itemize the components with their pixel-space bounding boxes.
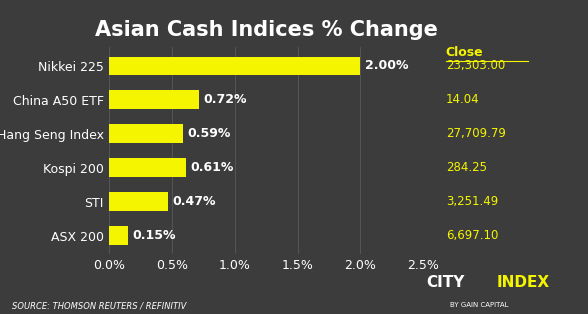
Text: 0.59%: 0.59% bbox=[188, 127, 231, 140]
Text: 2.00%: 2.00% bbox=[365, 59, 408, 72]
Text: SOURCE: THOMSON REUTERS / REFINITIV: SOURCE: THOMSON REUTERS / REFINITIV bbox=[12, 302, 186, 311]
Bar bbox=[109, 158, 186, 177]
Text: Close: Close bbox=[446, 46, 483, 58]
Bar bbox=[109, 57, 360, 75]
Text: BY GAIN CAPITAL: BY GAIN CAPITAL bbox=[450, 302, 508, 308]
Text: 27,709.79: 27,709.79 bbox=[446, 127, 506, 140]
Text: 0.72%: 0.72% bbox=[204, 93, 248, 106]
Bar bbox=[109, 226, 128, 245]
Text: 23,303.00: 23,303.00 bbox=[446, 59, 505, 72]
Text: 0.47%: 0.47% bbox=[172, 195, 216, 208]
Bar bbox=[109, 90, 199, 109]
Text: CITY: CITY bbox=[426, 275, 465, 290]
Title: Asian Cash Indices % Change: Asian Cash Indices % Change bbox=[95, 20, 437, 40]
Text: 3,251.49: 3,251.49 bbox=[446, 195, 498, 208]
Text: 0.61%: 0.61% bbox=[190, 161, 233, 174]
Text: 14.04: 14.04 bbox=[446, 93, 479, 106]
Bar bbox=[109, 192, 168, 211]
Text: 284.25: 284.25 bbox=[446, 161, 487, 174]
Bar bbox=[109, 124, 183, 143]
Text: 0.15%: 0.15% bbox=[132, 229, 176, 242]
Text: 6,697.10: 6,697.10 bbox=[446, 229, 498, 242]
Text: INDEX: INDEX bbox=[497, 275, 550, 290]
